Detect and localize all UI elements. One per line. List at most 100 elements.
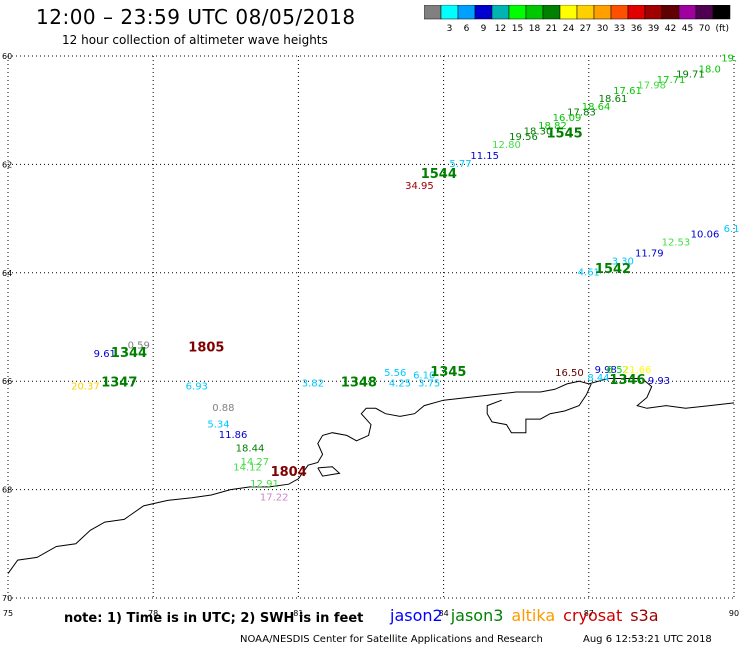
wave-height-label: 14.12	[233, 463, 262, 474]
satellite-s3a: s3a	[630, 606, 659, 625]
wave-height-label: 18.44	[236, 444, 265, 455]
x-tick-label: 78	[148, 609, 158, 618]
y-tick-label: 60	[2, 52, 12, 61]
coastline-island	[317, 466, 341, 477]
wave-height-label: 12.91	[250, 479, 279, 490]
color-bin	[542, 5, 561, 20]
color-bin-label: 36	[631, 24, 643, 34]
color-bin	[457, 5, 476, 20]
x-tick-label: 81	[293, 609, 303, 618]
color-bin-label: 12	[495, 24, 506, 34]
color-bin	[678, 5, 697, 20]
color-bin-label: 70	[699, 24, 711, 34]
wave-height-label: 11.79	[635, 249, 664, 260]
color-bin-label: 45	[682, 24, 693, 34]
satellite-legend: jason2 jason3 altika cryosat s3a	[390, 606, 667, 625]
wave-height-label: 4.25	[389, 379, 411, 390]
wave-height-label: 9.93	[648, 376, 670, 387]
wave-height-label: 5.56	[384, 368, 406, 379]
wave-height-label: 0.59	[128, 341, 150, 352]
color-bin-label: 18	[529, 24, 541, 34]
wave-height-label: 21.66	[623, 365, 652, 376]
pass-id-label: 1544	[421, 167, 457, 182]
color-bin-label: 27	[580, 24, 591, 34]
wave-height-label: 17.83	[567, 108, 596, 119]
wave-height-label: 14.27	[240, 457, 269, 468]
wave-height-label: 20.37	[71, 381, 100, 392]
chart-title: 12:00 – 23:59 UTC 08/05/2018	[36, 5, 356, 29]
color-bin	[559, 5, 578, 20]
color-bin	[695, 5, 714, 20]
pass-labels: 1544 1545 1542 1344 1805 1347 1804 1348 1345 1346	[101, 126, 645, 480]
color-bin	[474, 5, 493, 20]
footer-note: note: 1) Time is in UTC; 2) SWH is in fe…	[64, 611, 364, 626]
wave-height-label: 18.61	[599, 94, 628, 105]
color-bin-label: 15	[512, 24, 523, 34]
wave-height-label: 0.88	[212, 403, 234, 414]
wave-height-label: 18.82	[538, 121, 567, 132]
pass-id-label: 1348	[341, 376, 377, 391]
y-tick-label: 66	[2, 377, 12, 386]
wave-height-label: 18.64	[582, 102, 611, 113]
wave-height-label: 16.09	[553, 113, 582, 124]
wave-height-label: 6.10	[413, 371, 435, 382]
wave-height-label: 6.52	[607, 365, 629, 376]
coastline-inlet	[486, 383, 592, 434]
color-bin	[644, 5, 663, 20]
x-tick-label: 75	[3, 609, 13, 618]
color-bin-label: 21	[546, 24, 557, 34]
wave-height-label: 9.61	[94, 349, 116, 360]
axis-ticks: 75 78 81 84 87 90 60 62 64 66 68 70	[2, 52, 739, 618]
pass-id-label: 1344	[111, 346, 147, 361]
color-bin	[424, 5, 442, 20]
wave-height-label: 17.61	[613, 86, 642, 97]
chart-subtitle: 12 hour collection of altimeter wave hei…	[62, 33, 328, 47]
color-bin	[610, 5, 629, 20]
x-tick-label: 84	[439, 609, 449, 618]
timestamp: Aug 6 12:53:21 UTC 2018	[583, 634, 712, 645]
color-bin-label: 33	[614, 24, 625, 34]
wave-height-label: 6.1	[724, 224, 740, 235]
map-grid	[7, 55, 735, 599]
pass-id-label: 1542	[595, 262, 631, 277]
satellite-altika: altika	[511, 606, 556, 625]
wave-height-label: 5.77	[449, 159, 471, 170]
color-scale-unit: (ft)	[715, 24, 729, 34]
pass-id-label: 1805	[188, 340, 224, 355]
wave-height-label: 6.93	[186, 381, 208, 392]
pass-id-label: 1346	[609, 373, 645, 388]
wave-height-label: 19.71	[676, 70, 705, 81]
color-bin-label: 9	[481, 24, 487, 34]
wave-height-labels: 19.18.019.7117.7117.9817.6118.6118.6417.…	[71, 53, 739, 503]
x-tick-label: 87	[584, 609, 594, 618]
coastline	[7, 378, 735, 574]
y-tick-label: 68	[2, 486, 12, 495]
wave-height-label: 10.06	[691, 230, 720, 241]
wave-height-label: 19.56	[509, 132, 538, 143]
pass-id-label: 1345	[430, 365, 466, 380]
wave-height-label: 17.22	[260, 492, 289, 503]
pass-id-label: 1804	[271, 465, 307, 480]
wave-height-label: 34.95	[405, 181, 434, 192]
color-bin	[627, 5, 646, 20]
wave-height-label: 5.34	[207, 419, 229, 430]
color-bin-label: 6	[464, 24, 470, 34]
wave-height-label: 3.30	[612, 257, 634, 268]
satellite-cryosat: cryosat	[563, 606, 623, 625]
color-bin-label: 30	[597, 24, 609, 34]
coastline-main	[7, 378, 735, 574]
color-bin-label: 42	[665, 24, 676, 34]
y-tick-label: 70	[2, 594, 12, 603]
y-tick-label: 62	[2, 160, 12, 169]
pass-id-label: 1545	[547, 126, 583, 141]
wave-height-label: 17.98	[637, 81, 666, 92]
color-bin	[525, 5, 544, 20]
color-bin	[661, 5, 680, 20]
wave-height-label: 3.82	[302, 379, 324, 390]
color-bin-label: 39	[648, 24, 660, 34]
color-bin	[593, 5, 612, 20]
wave-height-label: 9.98	[595, 365, 617, 376]
color-bin-label: 24	[563, 24, 575, 34]
wave-height-label: 3.75	[418, 379, 440, 390]
satellite-jason2: jason2	[390, 606, 443, 625]
